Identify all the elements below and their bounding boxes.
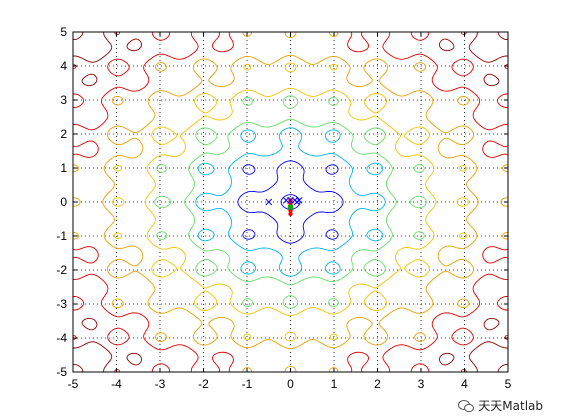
y-tick-label: -5: [56, 365, 67, 379]
final-point: [287, 204, 294, 210]
contour-line: [72, 31, 509, 373]
x-tick-label: -4: [111, 377, 122, 391]
wechat-logo-icon: [458, 399, 475, 412]
y-tick-label: 0: [60, 195, 67, 209]
x-tick-label: 0: [287, 377, 294, 391]
contour-lines: [72, 31, 509, 373]
y-tick-label: 4: [60, 59, 67, 73]
contour-line: [154, 95, 427, 309]
x-marker: [265, 198, 273, 206]
x-tick-label: -5: [68, 377, 79, 391]
x-marker: [293, 198, 301, 206]
x-tick-label: 2: [374, 377, 381, 391]
x-tick-label: 1: [331, 377, 338, 391]
y-tick-label: 2: [60, 127, 67, 141]
contour-line: [237, 160, 344, 244]
x-tick-label: -1: [242, 377, 253, 391]
y-tick-label: -1: [56, 229, 67, 243]
x-tick-label: -2: [198, 377, 209, 391]
x-tick-label: 4: [461, 377, 468, 391]
watermark-text: 天天Matlab: [478, 399, 543, 413]
y-tick-label: 3: [60, 93, 67, 107]
y-tick-label: -3: [56, 297, 67, 311]
x-tick-label: 5: [505, 377, 512, 391]
watermark: 天天Matlab: [458, 397, 543, 414]
axis-ticks: -5 -4 -3 -2 -1 0 1 2 3 4 5 -5 -4 -3 -2 -1 0 1 2 3 4 5: [56, 25, 511, 391]
x-tick-label: -3: [155, 377, 166, 391]
contour-line: [195, 127, 386, 277]
contour-line: [112, 62, 469, 342]
contour-line: [73, 32, 508, 372]
x-tick-label: 3: [418, 377, 425, 391]
y-tick-label: -2: [56, 263, 67, 277]
y-tick-label: 5: [60, 25, 67, 39]
y-tick-label: -4: [56, 331, 67, 345]
y-tick-label: 1: [60, 161, 67, 175]
point-markers: [265, 196, 303, 217]
path-point: [288, 211, 293, 217]
contour-line: [72, 31, 509, 373]
